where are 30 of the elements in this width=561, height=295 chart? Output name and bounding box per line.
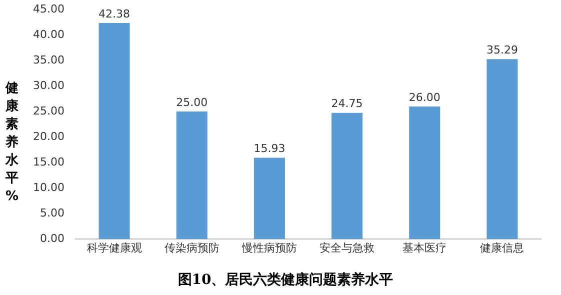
bar [332,112,363,239]
y-tick-label: 45.00 [32,2,64,16]
x-tick-label: 基本医疗 [402,241,447,254]
bar [254,158,285,239]
y-tick-label: 35.00 [32,53,64,66]
data-label: 42.38 [98,7,130,20]
bar [176,112,208,239]
x-tick-label: 科学健康观 [86,241,142,254]
x-tick-label: 安全与急救 [320,241,375,254]
x-tick-label: 慢性病预防 [240,241,297,254]
data-label: 25.00 [176,96,208,109]
y-axis-title: 健康素养水平% [4,80,20,206]
x-tick-label: 传染病预防 [164,241,220,254]
text: 图10、居民六类健康问题素养水平 [178,271,394,288]
bar [98,22,130,239]
y-tick-label: 15.00 [32,155,64,168]
y-tick-label: 30.00 [32,78,64,92]
y-tick-label: 5.00 [40,206,64,220]
bar [486,59,518,239]
x-tick-label: 健康信息 [480,241,524,254]
y-tick-label: 20.00 [32,130,64,143]
data-label: 26.00 [408,90,440,104]
data-label: 24.75 [331,97,363,110]
bar [409,106,440,239]
y-tick-label: 25.00 [32,104,64,118]
data-label: 35.29 [486,43,518,56]
y-tick-label: 0.00 [40,232,64,245]
y-tick-label: 40.00 [32,28,64,41]
data-label: 15.93 [254,142,286,156]
y-tick-label: 10.00 [32,180,64,194]
